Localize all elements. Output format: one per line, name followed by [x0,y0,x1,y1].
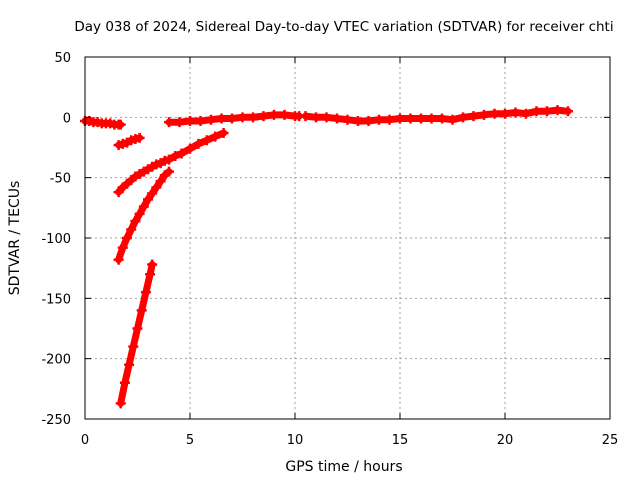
data-point [248,112,258,123]
data-series-1 [80,115,126,130]
data-series-3 [113,128,229,198]
data-point [195,115,206,126]
y-tick-label: -50 [50,172,71,187]
data-series-2 [113,132,145,151]
data-point [216,113,227,124]
data-point [552,105,563,116]
data-point [237,112,248,123]
data-point [113,254,124,265]
y-tick-label: -200 [41,353,71,368]
data-point [332,113,342,124]
y-tick-label: 0 [63,111,71,126]
data-point [458,112,468,123]
data-point [138,201,149,212]
data-point [416,113,426,124]
data-point [145,269,156,280]
data-point [258,111,269,122]
data-point [500,108,510,119]
data-point [147,259,158,270]
data-point [130,216,141,227]
data-point [151,182,162,193]
data-point [227,113,237,124]
data-point [468,111,479,122]
data-point [185,115,195,126]
x-tick-label: 15 [392,433,409,448]
x-tick-label: 25 [602,433,619,448]
data-point [521,108,531,119]
data-point [119,377,130,388]
data-point [353,115,363,126]
data-point [185,143,195,154]
data-series-5 [115,259,158,409]
data-point [174,117,185,128]
tick-layer: 0 5 10 15 20 25 -250 -200 -150 -100 -50 0 50 [41,51,618,448]
data-point [210,131,221,142]
data-point [384,114,395,125]
data-point [136,305,147,316]
data-point [164,166,174,177]
data-point [115,119,126,130]
data-point [143,194,153,205]
y-tick-label: 50 [54,51,71,66]
data-series-6 [164,109,305,128]
data-point [201,135,212,146]
data-point [218,128,229,139]
y-tick-label: -150 [41,292,71,307]
data-point [128,341,139,352]
x-tick-label: 0 [81,433,89,448]
data-point [206,114,216,125]
data-point [300,111,311,122]
data-point [447,114,458,125]
data-point [489,108,500,119]
data-point [426,113,437,124]
data-point [117,242,128,253]
data-point [311,112,321,123]
data-point [437,113,447,124]
data-point [363,115,374,126]
data-layer [80,105,573,409]
data-point [124,359,135,370]
data-point [170,150,181,161]
data-series-7 [300,105,573,126]
x-tick-label: 5 [186,433,194,448]
data-point [115,398,126,409]
data-point [563,106,573,117]
data-point [269,109,279,120]
data-point [122,233,132,243]
data-point [479,109,489,120]
data-point [132,323,143,334]
data-point [134,132,145,143]
data-point [405,113,416,124]
data-point [531,106,542,117]
y-axis-label: SDTVAR / TECUs [7,181,23,296]
y-tick-label: -100 [41,232,71,247]
data-point [321,112,332,123]
data-point [395,113,405,124]
data-point [510,107,521,118]
x-tick-label: 20 [497,433,514,448]
data-point [140,287,151,298]
data-point [279,109,290,120]
data-point [176,148,187,159]
chart-title: Day 038 of 2024, Sidereal Day-to-day VTE… [74,19,613,35]
data-point [193,138,204,149]
data-point [164,154,174,165]
data-point [374,114,384,125]
data-point [147,188,158,199]
data-point [164,117,174,128]
data-point [126,224,137,235]
data-point [134,208,145,219]
data-point [542,106,552,117]
data-series-4 [113,166,174,265]
x-axis-label: GPS time / hours [285,459,402,475]
data-point [155,176,166,187]
x-tick-label: 10 [287,433,304,448]
data-point [342,114,353,125]
y-tick-label: -250 [41,413,71,428]
